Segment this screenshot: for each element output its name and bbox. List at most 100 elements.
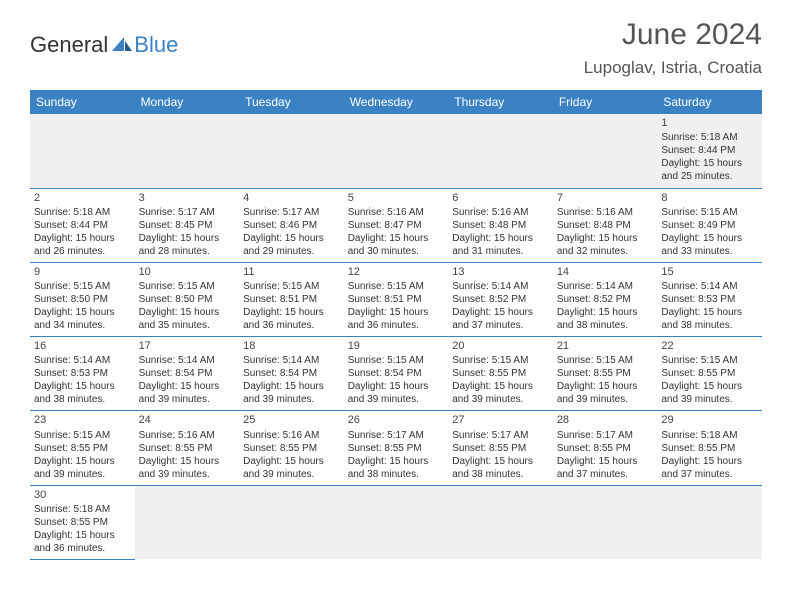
calendar-cell: 12Sunrise: 5:15 AMSunset: 8:51 PMDayligh… — [344, 262, 449, 336]
calendar-cell: 20Sunrise: 5:15 AMSunset: 8:55 PMDayligh… — [448, 337, 553, 411]
calendar-table: SundayMondayTuesdayWednesdayThursdayFrid… — [30, 90, 762, 560]
sunrise-line: Sunrise: 5:15 AM — [243, 280, 340, 293]
sunset-line: Sunset: 8:55 PM — [452, 367, 549, 380]
day-number: 6 — [452, 191, 549, 205]
sunrise-line: Sunrise: 5:15 AM — [139, 280, 236, 293]
calendar-cell: 28Sunrise: 5:17 AMSunset: 8:55 PMDayligh… — [553, 411, 658, 485]
calendar-week: 1Sunrise: 5:18 AMSunset: 8:44 PMDaylight… — [30, 114, 762, 188]
sunrise-line: Sunrise: 5:17 AM — [557, 429, 654, 442]
day-number: 7 — [557, 191, 654, 205]
sunset-line: Sunset: 8:51 PM — [348, 293, 445, 306]
calendar-cell: 7Sunrise: 5:16 AMSunset: 8:48 PMDaylight… — [553, 188, 658, 262]
daylight-line: Daylight: 15 hours and 31 minutes. — [452, 232, 549, 258]
day-number: 20 — [452, 339, 549, 353]
day-number: 13 — [452, 265, 549, 279]
calendar-cell: 19Sunrise: 5:15 AMSunset: 8:54 PMDayligh… — [344, 337, 449, 411]
sunrise-line: Sunrise: 5:14 AM — [452, 280, 549, 293]
logo: General Blue — [30, 32, 178, 58]
sunset-line: Sunset: 8:48 PM — [557, 219, 654, 232]
sunrise-line: Sunrise: 5:18 AM — [34, 503, 131, 516]
daylight-line: Daylight: 15 hours and 38 minutes. — [348, 455, 445, 481]
sunset-line: Sunset: 8:55 PM — [243, 442, 340, 455]
day-header: Thursday — [448, 90, 553, 114]
calendar-cell: 5Sunrise: 5:16 AMSunset: 8:47 PMDaylight… — [344, 188, 449, 262]
sunrise-line: Sunrise: 5:17 AM — [139, 206, 236, 219]
calendar-cell: 8Sunrise: 5:15 AMSunset: 8:49 PMDaylight… — [657, 188, 762, 262]
daylight-line: Daylight: 15 hours and 30 minutes. — [348, 232, 445, 258]
calendar-cell: 10Sunrise: 5:15 AMSunset: 8:50 PMDayligh… — [135, 262, 240, 336]
calendar-cell: 24Sunrise: 5:16 AMSunset: 8:55 PMDayligh… — [135, 411, 240, 485]
sunrise-line: Sunrise: 5:17 AM — [243, 206, 340, 219]
calendar-week: 2Sunrise: 5:18 AMSunset: 8:44 PMDaylight… — [30, 188, 762, 262]
sunrise-line: Sunrise: 5:15 AM — [348, 354, 445, 367]
month-title: June 2024 — [584, 18, 762, 52]
sunrise-line: Sunrise: 5:14 AM — [34, 354, 131, 367]
sunrise-line: Sunrise: 5:15 AM — [661, 206, 758, 219]
sunset-line: Sunset: 8:52 PM — [452, 293, 549, 306]
sunset-line: Sunset: 8:47 PM — [348, 219, 445, 232]
sunrise-line: Sunrise: 5:18 AM — [661, 429, 758, 442]
day-header: Sunday — [30, 90, 135, 114]
sunset-line: Sunset: 8:49 PM — [661, 219, 758, 232]
daylight-line: Daylight: 15 hours and 37 minutes. — [557, 455, 654, 481]
sunset-line: Sunset: 8:54 PM — [139, 367, 236, 380]
calendar-cell: 23Sunrise: 5:15 AMSunset: 8:55 PMDayligh… — [30, 411, 135, 485]
sunrise-line: Sunrise: 5:16 AM — [243, 429, 340, 442]
sunrise-line: Sunrise: 5:15 AM — [34, 429, 131, 442]
day-number: 4 — [243, 191, 340, 205]
sunrise-line: Sunrise: 5:16 AM — [139, 429, 236, 442]
calendar-cell — [239, 114, 344, 188]
header: General Blue June 2024 Lupoglav, Istria,… — [0, 0, 792, 86]
daylight-line: Daylight: 15 hours and 39 minutes. — [348, 380, 445, 406]
calendar-cell — [553, 114, 658, 188]
sunset-line: Sunset: 8:55 PM — [557, 367, 654, 380]
calendar-cell: 30Sunrise: 5:18 AMSunset: 8:55 PMDayligh… — [30, 485, 135, 559]
day-number: 30 — [34, 488, 131, 502]
day-number: 28 — [557, 413, 654, 427]
day-number: 8 — [661, 191, 758, 205]
sunset-line: Sunset: 8:55 PM — [661, 367, 758, 380]
calendar-cell: 25Sunrise: 5:16 AMSunset: 8:55 PMDayligh… — [239, 411, 344, 485]
sunset-line: Sunset: 8:55 PM — [452, 442, 549, 455]
logo-text-2: Blue — [134, 32, 178, 58]
daylight-line: Daylight: 15 hours and 37 minutes. — [661, 455, 758, 481]
calendar-cell: 18Sunrise: 5:14 AMSunset: 8:54 PMDayligh… — [239, 337, 344, 411]
daylight-line: Daylight: 15 hours and 38 minutes. — [557, 306, 654, 332]
sunrise-line: Sunrise: 5:16 AM — [452, 206, 549, 219]
calendar-cell: 26Sunrise: 5:17 AMSunset: 8:55 PMDayligh… — [344, 411, 449, 485]
calendar-cell: 14Sunrise: 5:14 AMSunset: 8:52 PMDayligh… — [553, 262, 658, 336]
sunset-line: Sunset: 8:54 PM — [243, 367, 340, 380]
calendar-cell: 11Sunrise: 5:15 AMSunset: 8:51 PMDayligh… — [239, 262, 344, 336]
sunset-line: Sunset: 8:48 PM — [452, 219, 549, 232]
sunrise-line: Sunrise: 5:16 AM — [348, 206, 445, 219]
calendar-cell: 29Sunrise: 5:18 AMSunset: 8:55 PMDayligh… — [657, 411, 762, 485]
sunrise-line: Sunrise: 5:15 AM — [452, 354, 549, 367]
calendar-week: 16Sunrise: 5:14 AMSunset: 8:53 PMDayligh… — [30, 337, 762, 411]
calendar-cell: 1Sunrise: 5:18 AMSunset: 8:44 PMDaylight… — [657, 114, 762, 188]
calendar-cell: 2Sunrise: 5:18 AMSunset: 8:44 PMDaylight… — [30, 188, 135, 262]
daylight-line: Daylight: 15 hours and 39 minutes. — [661, 380, 758, 406]
day-number: 14 — [557, 265, 654, 279]
sunrise-line: Sunrise: 5:14 AM — [243, 354, 340, 367]
daylight-line: Daylight: 15 hours and 25 minutes. — [661, 157, 758, 183]
day-number: 9 — [34, 265, 131, 279]
day-number: 5 — [348, 191, 445, 205]
sunset-line: Sunset: 8:51 PM — [243, 293, 340, 306]
calendar-cell — [135, 114, 240, 188]
sunset-line: Sunset: 8:55 PM — [34, 516, 131, 529]
day-number: 16 — [34, 339, 131, 353]
sunset-line: Sunset: 8:45 PM — [139, 219, 236, 232]
logo-text-1: General — [30, 32, 108, 58]
calendar-cell: 13Sunrise: 5:14 AMSunset: 8:52 PMDayligh… — [448, 262, 553, 336]
calendar-cell: 21Sunrise: 5:15 AMSunset: 8:55 PMDayligh… — [553, 337, 658, 411]
day-number: 17 — [139, 339, 236, 353]
calendar-cell: 9Sunrise: 5:15 AMSunset: 8:50 PMDaylight… — [30, 262, 135, 336]
daylight-line: Daylight: 15 hours and 39 minutes. — [243, 380, 340, 406]
sunrise-line: Sunrise: 5:18 AM — [34, 206, 131, 219]
calendar-week: 9Sunrise: 5:15 AMSunset: 8:50 PMDaylight… — [30, 262, 762, 336]
calendar-cell: 17Sunrise: 5:14 AMSunset: 8:54 PMDayligh… — [135, 337, 240, 411]
sunrise-line: Sunrise: 5:16 AM — [557, 206, 654, 219]
day-number: 23 — [34, 413, 131, 427]
day-number: 19 — [348, 339, 445, 353]
calendar-cell: 16Sunrise: 5:14 AMSunset: 8:53 PMDayligh… — [30, 337, 135, 411]
